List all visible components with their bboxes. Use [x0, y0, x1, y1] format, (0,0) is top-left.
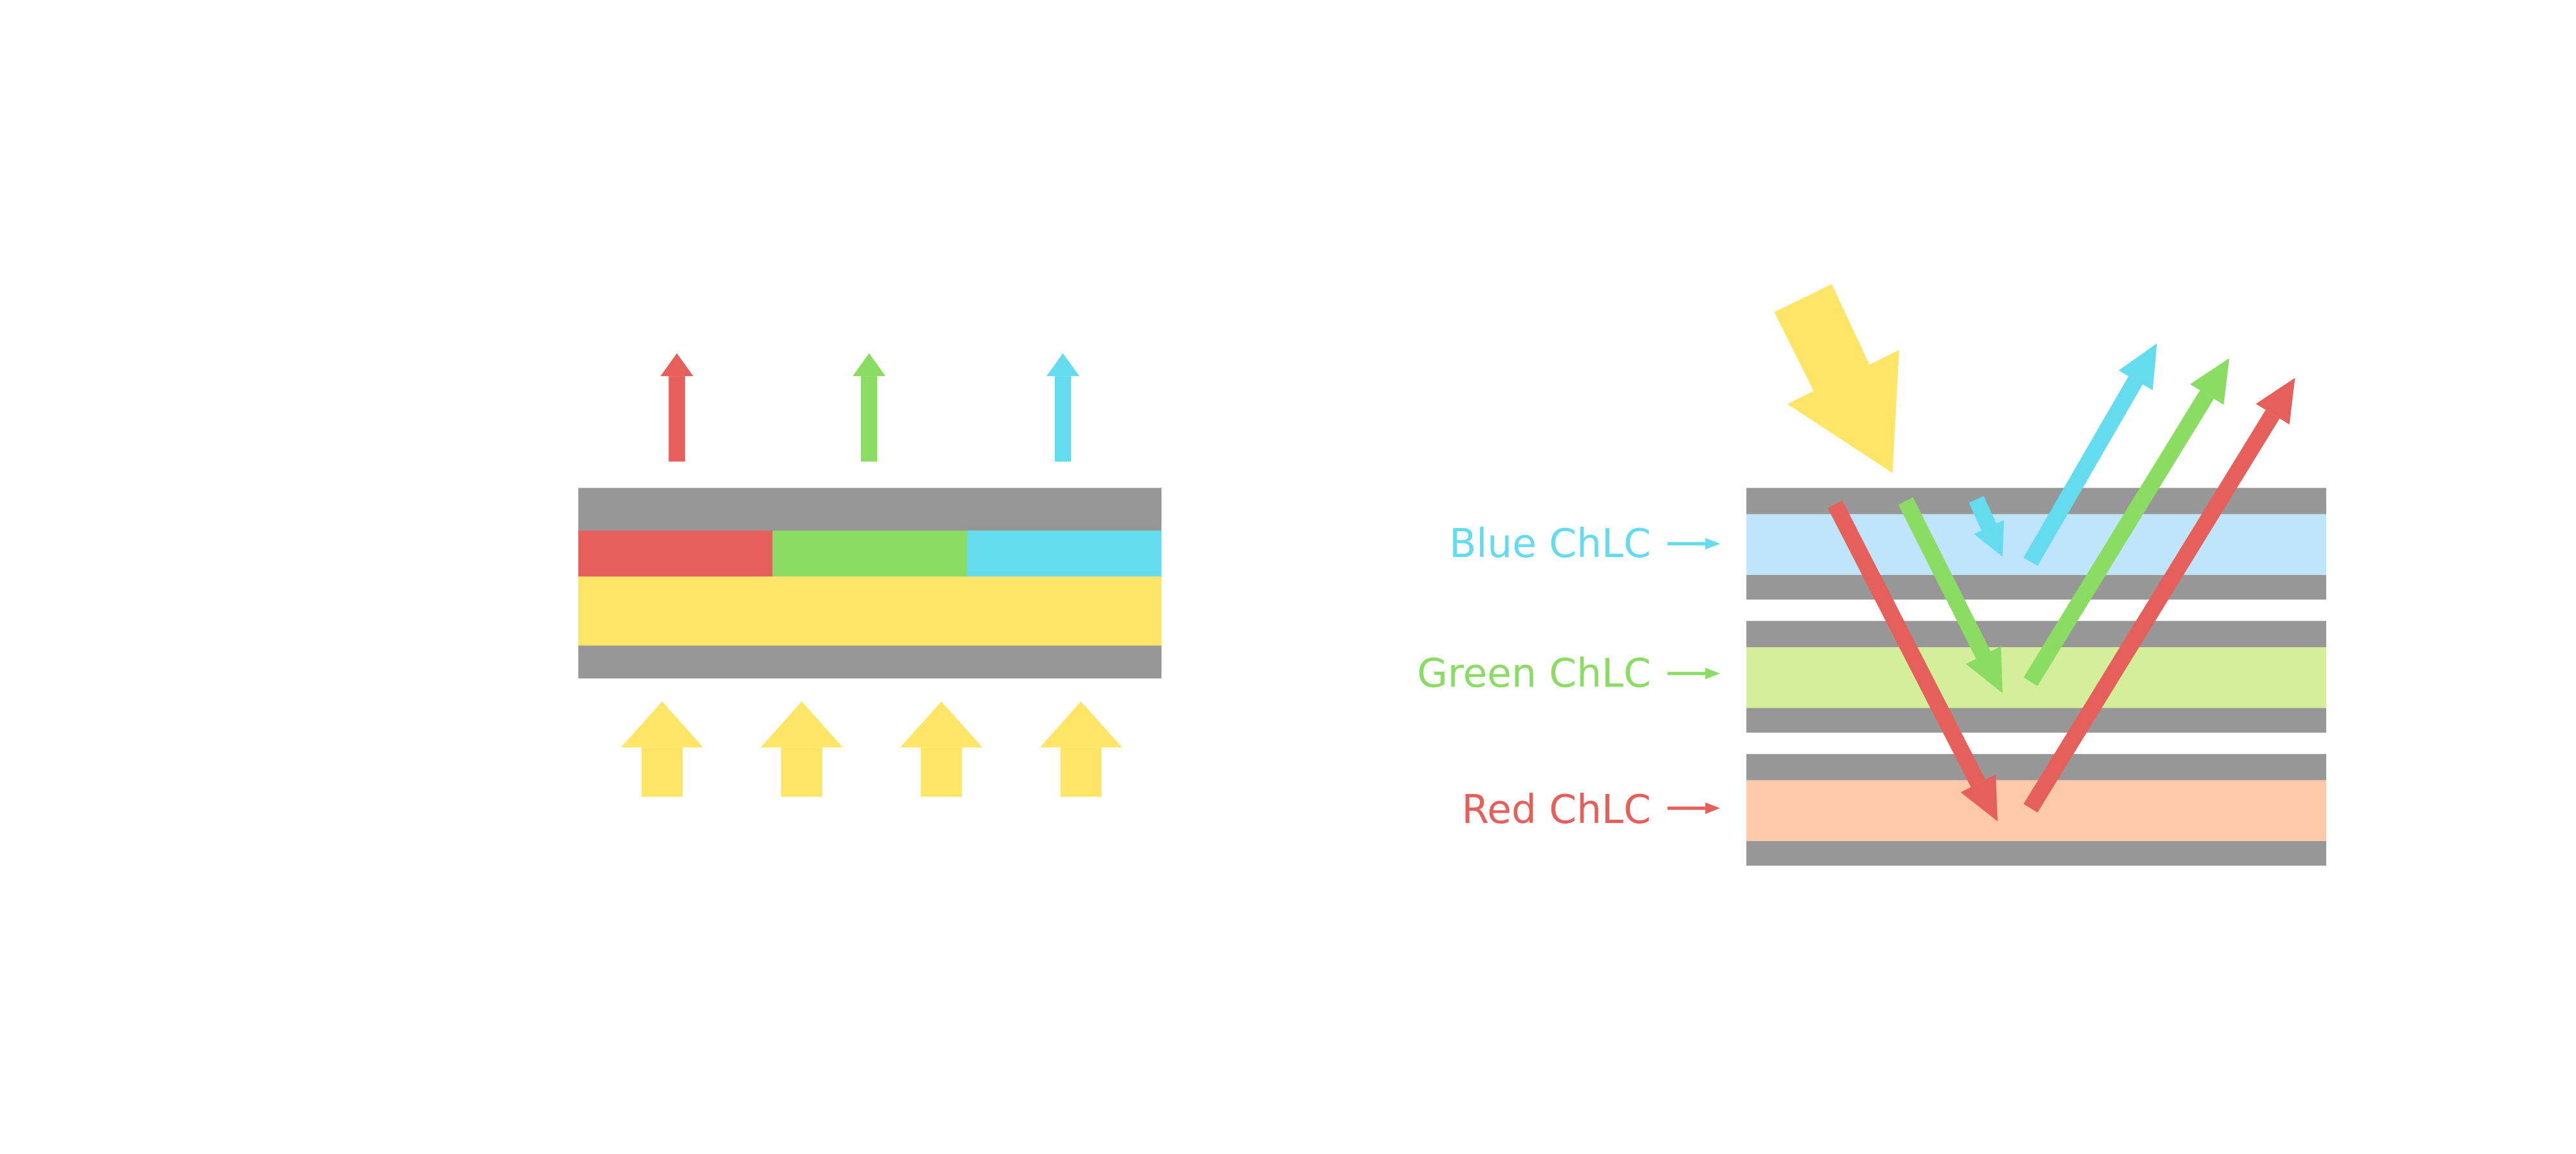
arrow-head [1705, 667, 1720, 679]
color-filter-stack-diagram [578, 353, 1162, 797]
chlc-stack-diagram: Blue ChLC Green ChLC Red ChLC [1417, 284, 2327, 866]
gray-layer [1746, 708, 2327, 733]
arrow-shaft [2023, 376, 2143, 566]
arrow-head [2255, 377, 2295, 425]
label-pointer-blue-arrow [1667, 538, 1720, 550]
arrow-head [1705, 538, 1720, 550]
arrow-head [1960, 774, 1998, 822]
label-red-chlc: Red ChLC [1462, 787, 1651, 833]
incoming-light-arrow-4 [1039, 701, 1122, 797]
incoming-light-arrow-2 [761, 701, 843, 797]
arrow-shaft [2023, 410, 2280, 813]
blue-incident-arrow [1969, 496, 2004, 557]
red-incident-arrow [1828, 500, 1998, 822]
arrow-head [1974, 520, 2004, 557]
gray-layer [1746, 753, 2327, 780]
arrow-head [761, 701, 843, 748]
label-pointer-red-arrow [1667, 802, 1720, 814]
top-gray-layer [578, 487, 1162, 533]
green-filter [772, 530, 967, 577]
gray-layer [1746, 841, 2327, 866]
arrow-head [853, 353, 886, 377]
emitted-red-arrow [660, 353, 694, 462]
arrow-head [1705, 802, 1720, 814]
label-pointer-green-arrow [1667, 667, 1720, 679]
label-blue-chlc: Blue ChLC [1449, 521, 1651, 567]
yellow-backlight-layer [578, 576, 1162, 646]
arrow-head [621, 701, 703, 748]
red-reflected-arrow [2023, 377, 2295, 813]
arrow-shaft [1969, 496, 1997, 531]
arrow-shaft [1828, 500, 1986, 788]
bottom-gray-layer [578, 645, 1162, 679]
arrow-head [1046, 353, 1080, 377]
arrow-head [1039, 701, 1122, 748]
arrow-head [900, 701, 983, 748]
incoming-light-arrow-1 [621, 701, 703, 797]
arrow-head [1965, 646, 2003, 694]
gray-layer [1746, 574, 2327, 600]
arrow-head [2118, 343, 2157, 390]
label-green-chlc: Green ChLC [1417, 650, 1651, 696]
blue-filter [967, 530, 1162, 577]
arrow-head [660, 353, 694, 377]
arrow-shaft [1898, 497, 1991, 659]
incoming-light-arrow-3 [900, 701, 983, 797]
emitted-blue-arrow [1046, 353, 1080, 462]
green-incident-arrow [1898, 497, 2003, 694]
arrow-shaft [2023, 390, 2214, 686]
blue-reflected-arrow [2023, 343, 2157, 566]
incident-light-arrow [1774, 284, 1899, 473]
red-filter [578, 530, 773, 577]
emitted-green-arrow [853, 353, 886, 462]
gray-layer [1746, 621, 2327, 648]
arrow-head [2190, 358, 2230, 405]
green-reflected-arrow [2023, 358, 2230, 686]
